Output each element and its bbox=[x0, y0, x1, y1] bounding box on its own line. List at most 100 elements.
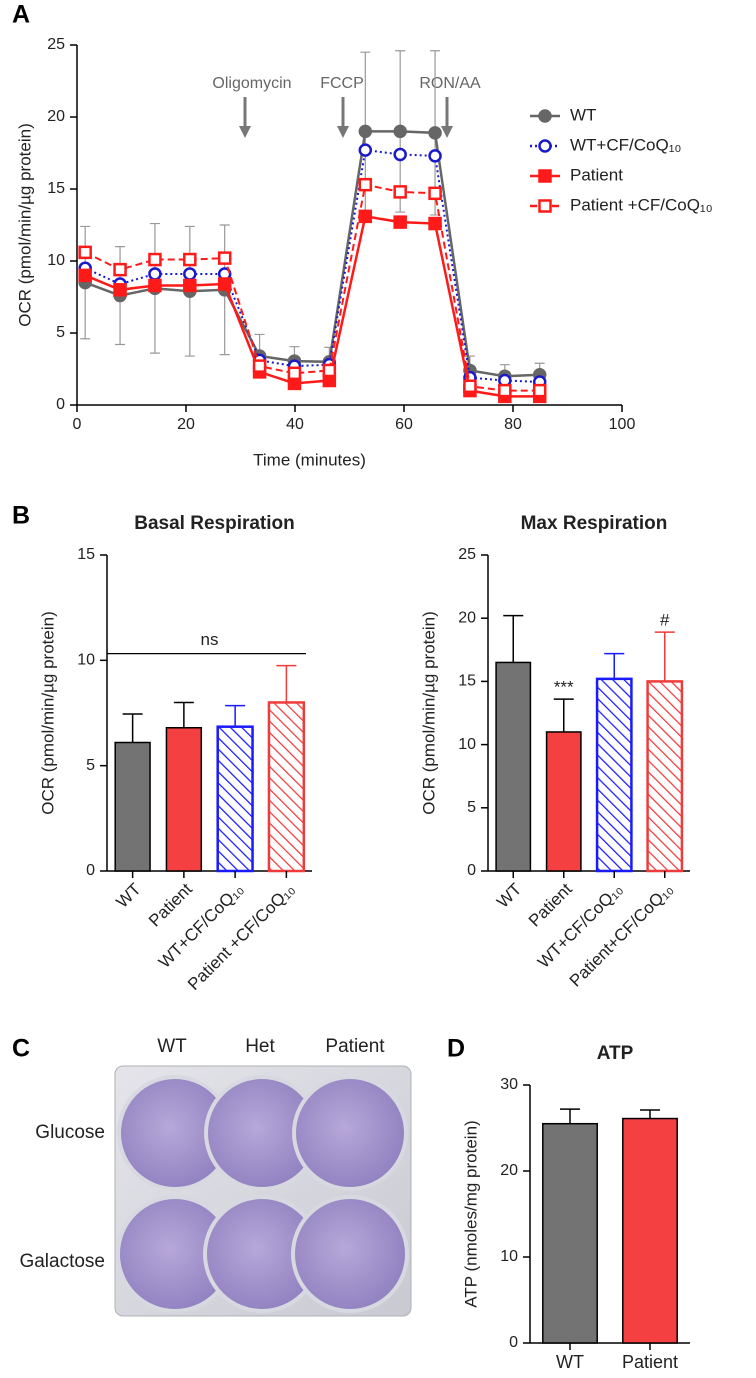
x-tick-label: WT bbox=[493, 880, 525, 912]
legend-marker bbox=[538, 139, 552, 153]
error-bar bbox=[173, 701, 194, 728]
well bbox=[291, 1195, 409, 1313]
marker bbox=[358, 209, 373, 224]
column-label: Het bbox=[245, 1036, 275, 1057]
marker bbox=[217, 251, 232, 265]
error-bar bbox=[654, 631, 675, 682]
marker bbox=[498, 383, 512, 398]
y-tick-label: 20 bbox=[500, 1162, 518, 1179]
bar bbox=[595, 677, 633, 873]
marker bbox=[287, 366, 302, 381]
marker bbox=[252, 359, 267, 373]
legend-label: WT bbox=[570, 105, 596, 124]
error-bar bbox=[276, 664, 297, 703]
x-tick-label: 0 bbox=[73, 416, 82, 433]
y-tick-label: 0 bbox=[86, 862, 95, 879]
x-axis-label: Time (minutes) bbox=[253, 450, 366, 469]
legend-label: Patient +CF/CoQ₁₀ bbox=[570, 195, 713, 214]
y-axis-label: OCR (pmol/min/µg protein) bbox=[419, 611, 438, 814]
bar bbox=[495, 661, 532, 872]
significance-label: ns bbox=[201, 630, 219, 649]
marker bbox=[428, 216, 442, 231]
y-tick-label: 20 bbox=[47, 108, 65, 125]
legend-label: WT+CF/CoQ₁₀ bbox=[570, 135, 682, 154]
plate-photo bbox=[114, 1065, 412, 1317]
marker bbox=[78, 245, 92, 260]
annotation-arrowhead bbox=[441, 126, 453, 138]
x-tick-label: 20 bbox=[177, 416, 195, 433]
bar bbox=[545, 731, 582, 872]
bar bbox=[542, 1122, 598, 1344]
annotation: Oligomycin bbox=[212, 75, 291, 92]
row-label: Galactose bbox=[19, 1251, 105, 1272]
marker bbox=[358, 177, 373, 192]
marker bbox=[532, 383, 547, 398]
panel-label: D bbox=[447, 1035, 465, 1063]
y-axis-label: OCR (pmol/min/µg protein) bbox=[15, 123, 34, 326]
error-bar bbox=[122, 713, 143, 743]
chart-title: ATP bbox=[597, 1043, 634, 1064]
error-bar bbox=[604, 652, 625, 679]
annotation-arrowhead bbox=[239, 126, 251, 138]
x-tick-label: Patient bbox=[622, 1352, 678, 1372]
y-tick-label: 10 bbox=[500, 1248, 518, 1265]
y-axis-label: ATP (nmoles/mg protein) bbox=[461, 1120, 480, 1307]
panel-label: C bbox=[12, 1035, 30, 1063]
marker bbox=[148, 278, 162, 293]
error-bar bbox=[503, 614, 524, 663]
y-tick-label: 20 bbox=[458, 609, 476, 626]
marker bbox=[428, 126, 442, 140]
annotation: FCCP bbox=[320, 75, 364, 92]
marker bbox=[148, 267, 162, 281]
legend-label: Patient bbox=[570, 165, 623, 184]
bar bbox=[114, 741, 151, 872]
marker bbox=[322, 363, 337, 378]
x-tick-label: 100 bbox=[609, 416, 636, 433]
y-tick-label: 15 bbox=[47, 180, 65, 197]
marker bbox=[183, 267, 197, 281]
error-bar bbox=[225, 704, 246, 727]
y-tick-label: 25 bbox=[47, 36, 65, 53]
marker bbox=[183, 252, 197, 267]
error-bar bbox=[560, 1108, 580, 1124]
y-tick-label: 0 bbox=[467, 862, 476, 879]
y-tick-label: 10 bbox=[458, 736, 476, 753]
y-tick-label: 5 bbox=[56, 324, 65, 341]
marker bbox=[358, 143, 373, 157]
legend-marker bbox=[538, 109, 552, 123]
bar bbox=[267, 701, 306, 873]
legend-marker bbox=[538, 169, 552, 183]
marker bbox=[113, 283, 127, 297]
x-tick-label: Patient bbox=[145, 879, 196, 930]
y-tick-label: 5 bbox=[467, 799, 476, 816]
column-label: WT bbox=[157, 1036, 187, 1057]
panel-label: B bbox=[12, 502, 30, 530]
x-tick-label: 40 bbox=[286, 416, 304, 433]
y-axis-label: OCR (pmol/min/µg protein) bbox=[38, 611, 57, 814]
marker bbox=[428, 186, 442, 201]
y-tick-label: 30 bbox=[500, 1076, 518, 1093]
y-tick-label: 10 bbox=[77, 652, 95, 669]
y-tick-label: 25 bbox=[458, 546, 476, 563]
well bbox=[292, 1075, 408, 1191]
y-tick-label: 5 bbox=[86, 757, 95, 774]
bar bbox=[165, 726, 203, 872]
bar bbox=[216, 725, 254, 873]
panel-label: A bbox=[12, 1, 30, 29]
bar bbox=[646, 680, 684, 873]
marker bbox=[358, 124, 373, 139]
error-bar bbox=[640, 1109, 660, 1119]
error-bar bbox=[553, 698, 574, 732]
annotation: RON/AA bbox=[419, 75, 481, 92]
marker bbox=[113, 262, 127, 277]
marker bbox=[78, 268, 92, 283]
bar bbox=[622, 1117, 678, 1344]
annotation-arrowhead bbox=[337, 126, 349, 138]
marker bbox=[148, 252, 162, 267]
x-tick-label: WT bbox=[556, 1352, 584, 1372]
x-tick-label: 60 bbox=[395, 416, 413, 433]
marker bbox=[217, 277, 232, 291]
significance-label: *** bbox=[554, 678, 574, 697]
marker bbox=[393, 147, 407, 162]
